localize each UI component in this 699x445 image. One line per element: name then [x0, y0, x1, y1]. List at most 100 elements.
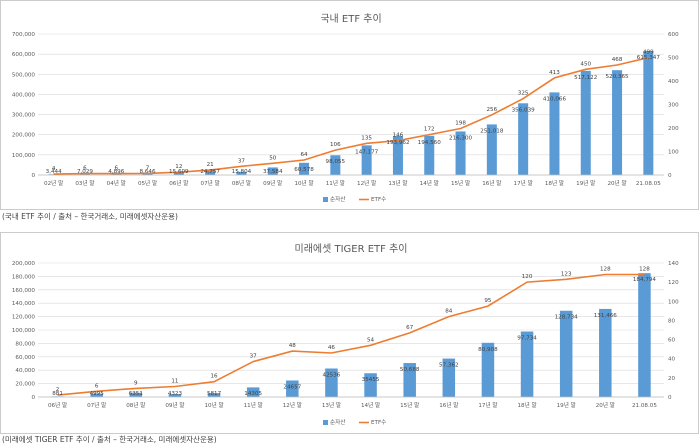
y-left-tick-label: 80,000	[15, 341, 35, 347]
bar-data-label: 24657	[283, 384, 301, 390]
bar-data-label: 37,584	[263, 169, 283, 175]
x-tick-label: 20년 말	[607, 179, 626, 187]
bar	[643, 51, 654, 176]
y-right-tick-label: 20	[668, 376, 676, 382]
line-data-label: 37	[238, 158, 246, 164]
bar-data-label: 194,560	[418, 140, 442, 146]
x-tick-label: 12년 말	[357, 179, 376, 187]
line-data-label: 2	[56, 387, 60, 393]
x-tick-label: 12년 말	[283, 401, 302, 409]
line-data-label: 123	[561, 271, 572, 277]
bar-data-label: 42536	[323, 373, 341, 379]
bar-data-label: 80,908	[478, 347, 498, 353]
line-data-label: 84	[445, 309, 453, 315]
line-data-label: 450	[580, 61, 591, 67]
y-right-tick-label: 0	[668, 173, 672, 179]
bar	[236, 171, 247, 175]
x-tick-label: 10년 말	[294, 179, 313, 187]
bar-data-label: 128,734	[555, 315, 579, 321]
chart-panel-1: 국내 ETF 추이 0 100,000 200,000 300,000 400,000 50…	[0, 0, 699, 221]
line-data-label: 128	[600, 266, 611, 272]
x-tick-label: 10년 말	[204, 401, 223, 409]
legend-label: ETF수	[371, 196, 386, 203]
x-tick-label: 09년 말	[165, 401, 184, 409]
y-right-tick-label: 600	[668, 32, 679, 38]
x-tick-label: 04년 말	[107, 179, 126, 187]
bar	[361, 145, 372, 175]
bar-data-label: 147,177	[355, 149, 379, 155]
bar-data-label: 7,029	[77, 169, 93, 175]
y-left-tick-label: 120,000	[12, 315, 36, 321]
y-right-tick-label: 80	[668, 318, 676, 324]
bar-data-label: 5817	[207, 391, 222, 397]
bar	[299, 162, 310, 175]
line-data-label: 6	[114, 166, 118, 172]
legend-label: 순자산	[330, 418, 345, 426]
bar-data-label: 216,300	[449, 135, 473, 141]
y-right-tick-label: 500	[668, 56, 679, 62]
bar-data-label: 184,794	[633, 277, 657, 283]
line-data-label: 16	[211, 374, 219, 380]
bar	[392, 135, 403, 175]
y-left-tick-label: 0	[31, 173, 35, 179]
bar-data-label: 14305	[244, 391, 262, 397]
etf-market-chart: 국내 ETF 추이 0 100,000 200,000 300,000 400,000 50…	[0, 0, 699, 210]
tiger-etf-chart: 미래에셋 TIGER ETF 추이 0 20,000 40,000 60,000 80,0…	[0, 232, 699, 434]
bar	[111, 174, 122, 175]
bar-data-label: 15,609	[169, 169, 189, 175]
bar	[638, 273, 651, 397]
line-data-label: 11	[171, 378, 179, 384]
line-data-label: 6	[95, 383, 99, 389]
y-left-tick-label: 20,000	[15, 382, 35, 388]
y-left-tick-label: 600,000	[12, 52, 36, 58]
y-right-tick-label: 300	[668, 103, 679, 109]
bar	[580, 70, 591, 175]
x-tick-label: 02년 말	[44, 179, 63, 187]
x-tick-label: 06년 말	[48, 401, 67, 409]
line-data-label: 12	[175, 164, 182, 170]
y-right-tick-label: 200	[668, 126, 679, 132]
series-line	[57, 273, 645, 396]
bar	[325, 368, 338, 397]
bar	[364, 373, 377, 397]
bar	[518, 103, 529, 175]
y-left-tick-label: 100,000	[12, 153, 36, 159]
bar-data-label: 3,444	[46, 169, 62, 175]
y-left-tick-label: 40,000	[15, 368, 35, 374]
chart-caption-1: (국내 ETF 추이 / 출처 – 한국거래소, 미래에셋자산운용)	[2, 212, 178, 221]
line-data-label: 135	[361, 135, 372, 141]
chart-caption-2: (미래에셋 TIGER ETF 추이 / 출처 – 한국거래소, 미래에셋자산운…	[2, 435, 217, 444]
line-data-label: 46	[328, 345, 336, 351]
bar-data-label: 520,365	[605, 74, 629, 80]
y-right-tick-label: 120	[668, 280, 679, 286]
bar-data-label: 410,066	[543, 96, 567, 102]
y-right-tick-label: 60	[668, 338, 676, 344]
bar-data-label: 6351	[129, 391, 144, 397]
x-tick-label: 11년 말	[244, 401, 263, 409]
x-tick-label: 19년 말	[576, 179, 595, 187]
y-left-tick-label: 200,000	[12, 133, 36, 139]
line-data-label: 106	[330, 142, 341, 148]
x-tick-label: 11년 말	[326, 179, 345, 187]
line-data-label: 54	[367, 337, 375, 343]
x-tick-label: 08년 말	[126, 401, 145, 409]
x-tick-label: 16년 말	[482, 179, 501, 187]
bar-data-label: 881	[52, 391, 63, 397]
y-right-tick-label: 40	[668, 357, 676, 363]
y-left-tick-label: 400,000	[12, 92, 36, 98]
line-data-label: 146	[393, 133, 404, 139]
bar	[424, 135, 435, 175]
bar-data-label: 131,466	[594, 313, 618, 319]
bar	[442, 358, 456, 397]
x-tick-label: 19년 말	[557, 401, 576, 409]
x-tick-label: 15년 말	[451, 179, 470, 187]
x-tick-label: 13년 말	[388, 179, 407, 187]
bar	[173, 171, 184, 175]
bar-data-label: 50,688	[400, 367, 420, 373]
bar-data-label: 193,962	[386, 140, 409, 146]
bar	[246, 387, 260, 397]
line-data-label: 128	[639, 266, 650, 272]
bar	[168, 394, 182, 397]
bar-data-label: 4,896	[108, 169, 124, 175]
x-tick-label: 18년 말	[517, 401, 536, 409]
